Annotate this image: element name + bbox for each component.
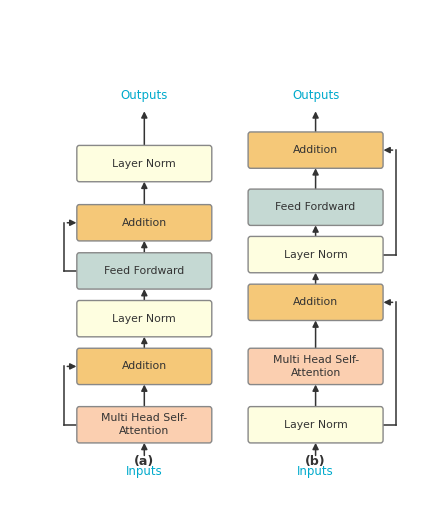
- FancyBboxPatch shape: [77, 205, 212, 241]
- FancyBboxPatch shape: [77, 407, 212, 443]
- Text: Layer Norm: Layer Norm: [112, 314, 176, 324]
- FancyBboxPatch shape: [77, 301, 212, 337]
- FancyBboxPatch shape: [248, 236, 383, 273]
- Text: Addition: Addition: [122, 218, 167, 228]
- FancyBboxPatch shape: [77, 348, 212, 385]
- Text: Multi Head Self-
Attention: Multi Head Self- Attention: [273, 355, 358, 378]
- Text: Inputs: Inputs: [126, 465, 163, 478]
- Text: Feed Fordward: Feed Fordward: [275, 202, 356, 212]
- FancyBboxPatch shape: [248, 284, 383, 321]
- Text: Addition: Addition: [293, 145, 338, 155]
- FancyBboxPatch shape: [248, 348, 383, 385]
- Text: Addition: Addition: [293, 297, 338, 307]
- Text: Addition: Addition: [122, 361, 167, 372]
- Text: Multi Head Self-
Attention: Multi Head Self- Attention: [101, 413, 187, 436]
- Text: (a): (a): [134, 455, 154, 469]
- FancyBboxPatch shape: [248, 189, 383, 225]
- FancyBboxPatch shape: [248, 132, 383, 169]
- FancyBboxPatch shape: [248, 407, 383, 443]
- Text: Feed Fordward: Feed Fordward: [104, 266, 184, 276]
- Text: Outputs: Outputs: [292, 90, 339, 102]
- Text: Layer Norm: Layer Norm: [284, 250, 347, 260]
- FancyBboxPatch shape: [77, 145, 212, 182]
- Text: Layer Norm: Layer Norm: [284, 420, 347, 430]
- Text: (b): (b): [305, 455, 326, 469]
- Text: Layer Norm: Layer Norm: [112, 158, 176, 169]
- FancyBboxPatch shape: [77, 253, 212, 289]
- Text: Inputs: Inputs: [297, 465, 334, 478]
- Text: Outputs: Outputs: [121, 90, 168, 102]
